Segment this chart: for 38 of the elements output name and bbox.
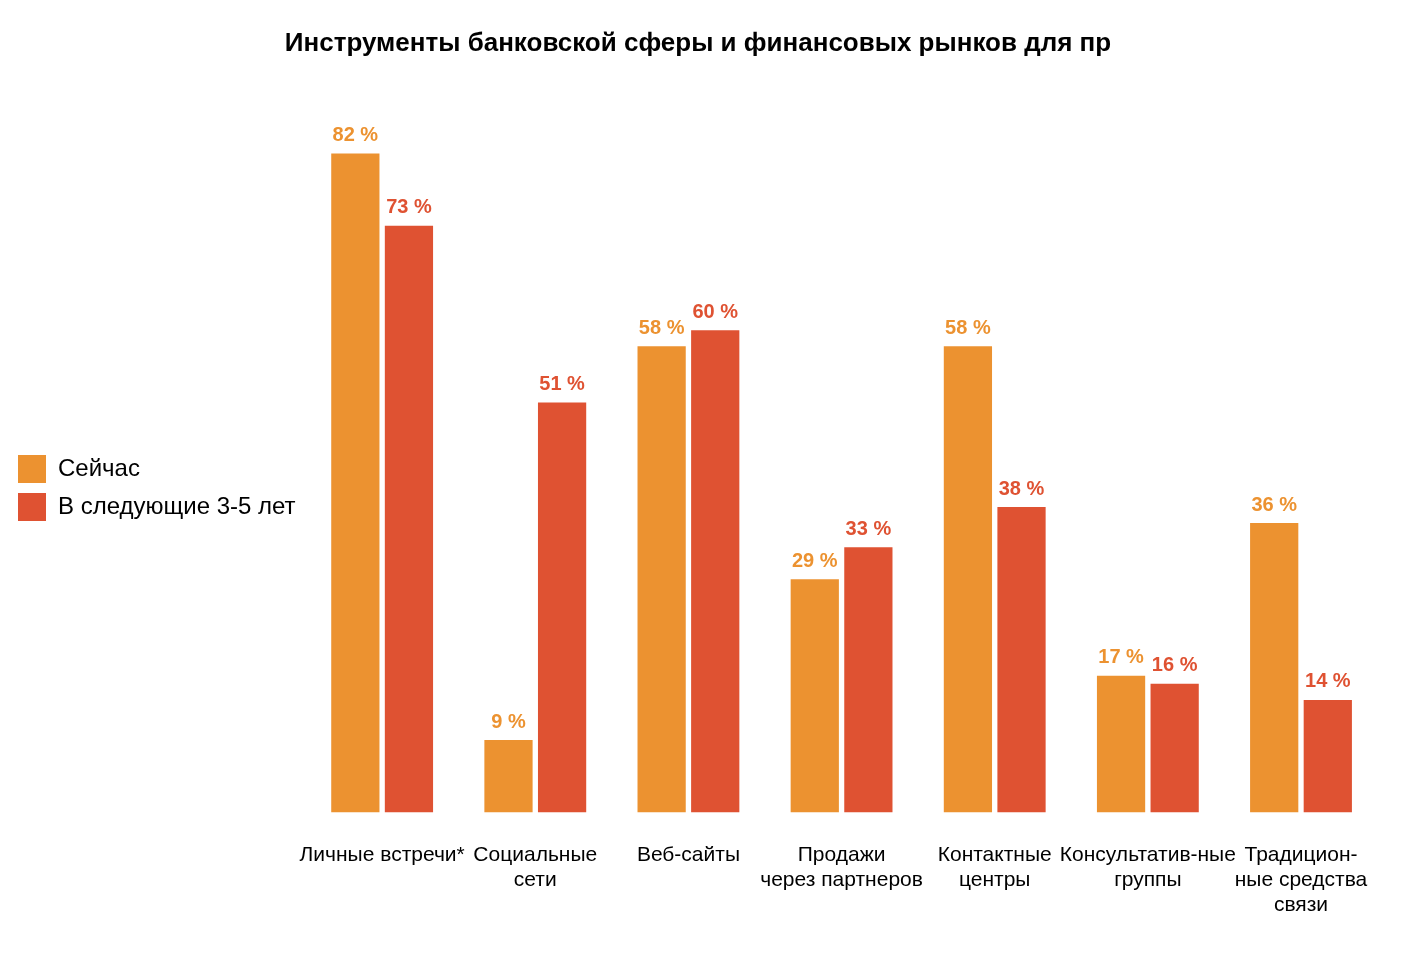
bar	[997, 507, 1046, 813]
data-label: 14 %	[1305, 669, 1351, 692]
bar	[1250, 523, 1299, 813]
bar	[384, 225, 434, 813]
x-tick-label: Продажи через партнеров	[760, 841, 923, 890]
data-label: 17 %	[1098, 645, 1145, 668]
data-label: 9 %	[491, 709, 526, 732]
bar	[790, 579, 839, 813]
bar	[1096, 675, 1146, 813]
data-label: 51 %	[539, 372, 586, 395]
data-label: 58 %	[945, 315, 991, 338]
data-label: 58 %	[638, 315, 685, 338]
x-tick-label: Веб-сайты	[636, 841, 740, 865]
data-label: 73 %	[386, 195, 432, 218]
data-label: 38 %	[998, 476, 1045, 499]
x-tick-label: Консультатив-ные группы	[1059, 841, 1236, 890]
x-tick-label: Личные встречи*	[299, 841, 465, 865]
bar	[691, 330, 740, 813]
bar	[637, 346, 686, 813]
bar	[1150, 683, 1199, 813]
data-label: 33 %	[845, 516, 892, 539]
data-label: 29 %	[791, 548, 838, 571]
chart-title: Инструменты банковской сферы и финансовых рынков для пр	[284, 26, 1112, 57]
x-tick-label: Социальные сети	[473, 841, 598, 890]
legend-label: Сейчас	[58, 453, 140, 481]
x-tick-label: Контактные центры	[937, 841, 1052, 890]
bar	[1303, 699, 1352, 813]
legend-label: В следующие 3-5 лет	[58, 491, 296, 519]
data-label: 60 %	[692, 299, 739, 322]
data-label: 82 %	[332, 123, 379, 145]
bar	[537, 402, 587, 813]
data-label: 36 %	[1251, 492, 1298, 515]
data-label: 16 %	[1151, 653, 1198, 676]
x-tick-label: Традицион- ные средства связи	[1234, 841, 1368, 916]
bar	[331, 153, 380, 813]
bar	[943, 346, 993, 813]
bar	[844, 547, 893, 813]
bar	[484, 740, 533, 813]
